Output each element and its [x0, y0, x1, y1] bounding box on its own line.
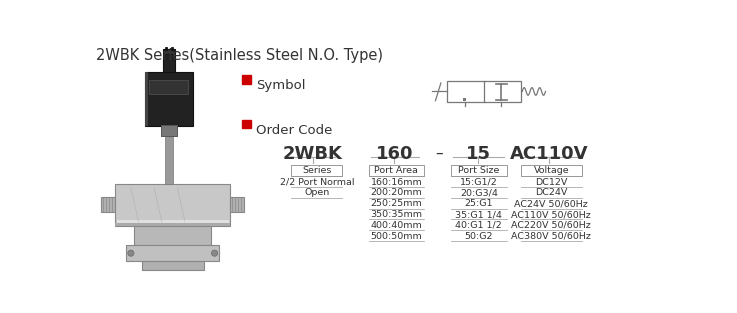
- Bar: [142, 261, 203, 270]
- Text: 2WBK Series(Stainless Steel N.O. Type): 2WBK Series(Stainless Steel N.O. Type): [96, 48, 383, 63]
- Text: 400:40mm: 400:40mm: [371, 221, 422, 230]
- Bar: [447, 81, 521, 102]
- Bar: [126, 245, 219, 261]
- Bar: [451, 165, 507, 176]
- Bar: [117, 220, 228, 223]
- Text: 160: 160: [376, 145, 413, 163]
- Bar: [521, 165, 582, 176]
- Text: AC220V 50/60Hz: AC220V 50/60Hz: [511, 221, 591, 230]
- Bar: [164, 49, 173, 54]
- Bar: [150, 80, 188, 94]
- Bar: [102, 197, 116, 212]
- FancyBboxPatch shape: [161, 125, 177, 136]
- Bar: [464, 98, 467, 101]
- Text: 250:25mm: 250:25mm: [371, 199, 422, 208]
- Text: 40:G1 1/2: 40:G1 1/2: [455, 221, 502, 230]
- Text: Port Size: Port Size: [458, 166, 500, 175]
- Text: 15:G1/2: 15:G1/2: [460, 178, 497, 187]
- Text: 35:G1 1/4: 35:G1 1/4: [455, 210, 503, 219]
- Text: –: –: [436, 145, 443, 160]
- Bar: [230, 197, 244, 212]
- Bar: [145, 72, 148, 126]
- FancyBboxPatch shape: [116, 184, 230, 226]
- Text: 2WBK: 2WBK: [283, 145, 343, 163]
- Text: Series: Series: [302, 166, 332, 175]
- Text: Symbol: Symbol: [256, 79, 306, 92]
- Text: 50:G2: 50:G2: [464, 232, 493, 241]
- Text: 200:20mm: 200:20mm: [371, 188, 422, 198]
- Bar: [291, 165, 343, 176]
- Text: 15: 15: [466, 145, 491, 163]
- Text: 500:50mm: 500:50mm: [371, 232, 422, 241]
- Bar: [242, 75, 251, 84]
- Bar: [368, 165, 424, 176]
- Circle shape: [128, 250, 134, 256]
- Text: AC24V 50/60Hz: AC24V 50/60Hz: [514, 199, 588, 208]
- Bar: [145, 72, 193, 126]
- Text: 20:G3/4: 20:G3/4: [460, 188, 497, 198]
- Bar: [163, 49, 175, 72]
- Text: Order Code: Order Code: [256, 124, 333, 137]
- Text: 160:16mm: 160:16mm: [371, 178, 422, 187]
- Text: Voltage: Voltage: [534, 166, 569, 175]
- Text: AC110V: AC110V: [510, 145, 589, 163]
- Text: DC12V: DC12V: [535, 178, 567, 187]
- Bar: [134, 226, 212, 245]
- Text: AC110V 50/60Hz: AC110V 50/60Hz: [511, 210, 591, 219]
- Text: 2/2 Port Normal: 2/2 Port Normal: [279, 178, 354, 187]
- Text: Open: Open: [304, 188, 329, 198]
- Bar: [242, 120, 251, 128]
- Bar: [165, 126, 172, 184]
- Text: AC380V 50/60Hz: AC380V 50/60Hz: [511, 232, 591, 241]
- Circle shape: [212, 250, 217, 256]
- Text: DC24V: DC24V: [535, 188, 567, 198]
- Bar: [116, 223, 230, 226]
- Text: 25:G1: 25:G1: [464, 199, 493, 208]
- Text: 350:35mm: 350:35mm: [370, 210, 422, 219]
- Text: Port Area: Port Area: [374, 166, 419, 175]
